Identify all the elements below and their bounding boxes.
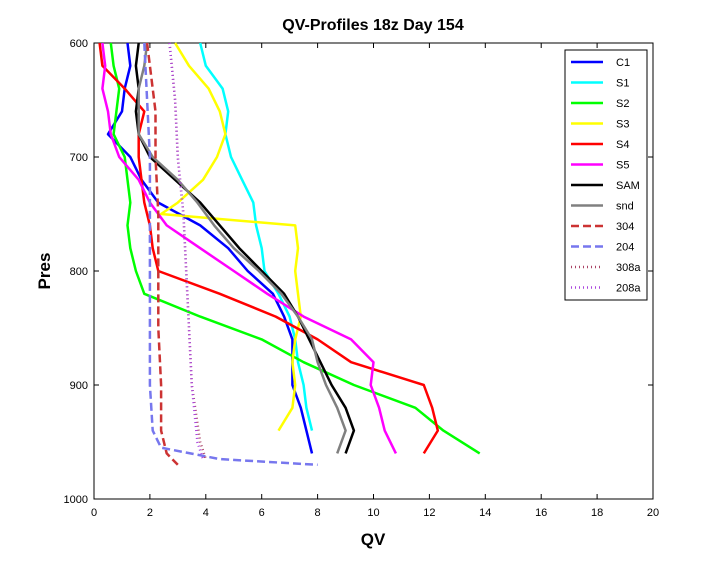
series-line-S3	[159, 42, 303, 432]
legend-label-S2: S2	[616, 98, 629, 110]
series-line-SAM	[134, 42, 356, 454]
series-line-C1	[106, 42, 314, 454]
legend-label-208a: 208a	[616, 283, 641, 295]
series-line-snd	[137, 42, 347, 454]
x-tick-label: 14	[479, 507, 491, 519]
series-line-204	[143, 42, 318, 467]
legend-label-S4: S4	[616, 139, 629, 151]
x-tick-label: 8	[315, 507, 321, 519]
y-tick-label: 600	[70, 38, 88, 50]
legend-box	[564, 49, 648, 301]
x-tick-label: 0	[91, 507, 97, 519]
y-tick-label: 1000	[64, 494, 88, 506]
axis-ticks: 0 2 4 6 8 10 12 14 16 18 20 600 700 800 900 1000	[64, 38, 660, 519]
legend-label-SAM: SAM	[616, 180, 640, 192]
x-tick-label: 16	[535, 507, 547, 519]
y-tick-label: 900	[70, 380, 88, 392]
y-tick-label: 700	[70, 152, 88, 164]
legend-label-S1: S1	[616, 78, 629, 90]
series-line-S2	[109, 42, 481, 455]
legend-label-S5: S5	[616, 160, 629, 172]
x-axis-title: QV	[361, 530, 386, 549]
x-tick-label: 10	[367, 507, 379, 519]
series-line-304	[145, 42, 179, 466]
x-tick-label: 12	[423, 507, 435, 519]
x-tick-label: 2	[147, 507, 153, 519]
legend: C1 S1 S2 S3 S4 S5 SAM snd 304 204 308a 208a	[564, 49, 648, 301]
x-tick-label: 6	[259, 507, 265, 519]
legend-label-S3: S3	[616, 119, 629, 131]
legend-label-C1: C1	[616, 57, 630, 69]
series-layer	[98, 42, 481, 467]
y-tick-label: 800	[70, 266, 88, 278]
x-tick-label: 4	[203, 507, 209, 519]
series-line-S1	[198, 42, 314, 431]
series-line-208a	[168, 42, 205, 460]
legend-label-304: 304	[616, 221, 634, 233]
x-tick-label: 18	[591, 507, 603, 519]
legend-label-snd: snd	[616, 201, 634, 213]
legend-label-204: 204	[616, 242, 634, 254]
series-line-S5	[101, 42, 398, 454]
chart-title: QV-Profiles 18z Day 154	[282, 17, 464, 34]
y-axis-title: Pres	[35, 253, 54, 290]
legend-label-308a: 308a	[616, 262, 641, 274]
x-tick-label: 20	[647, 507, 659, 519]
series-line-S4	[98, 42, 440, 455]
